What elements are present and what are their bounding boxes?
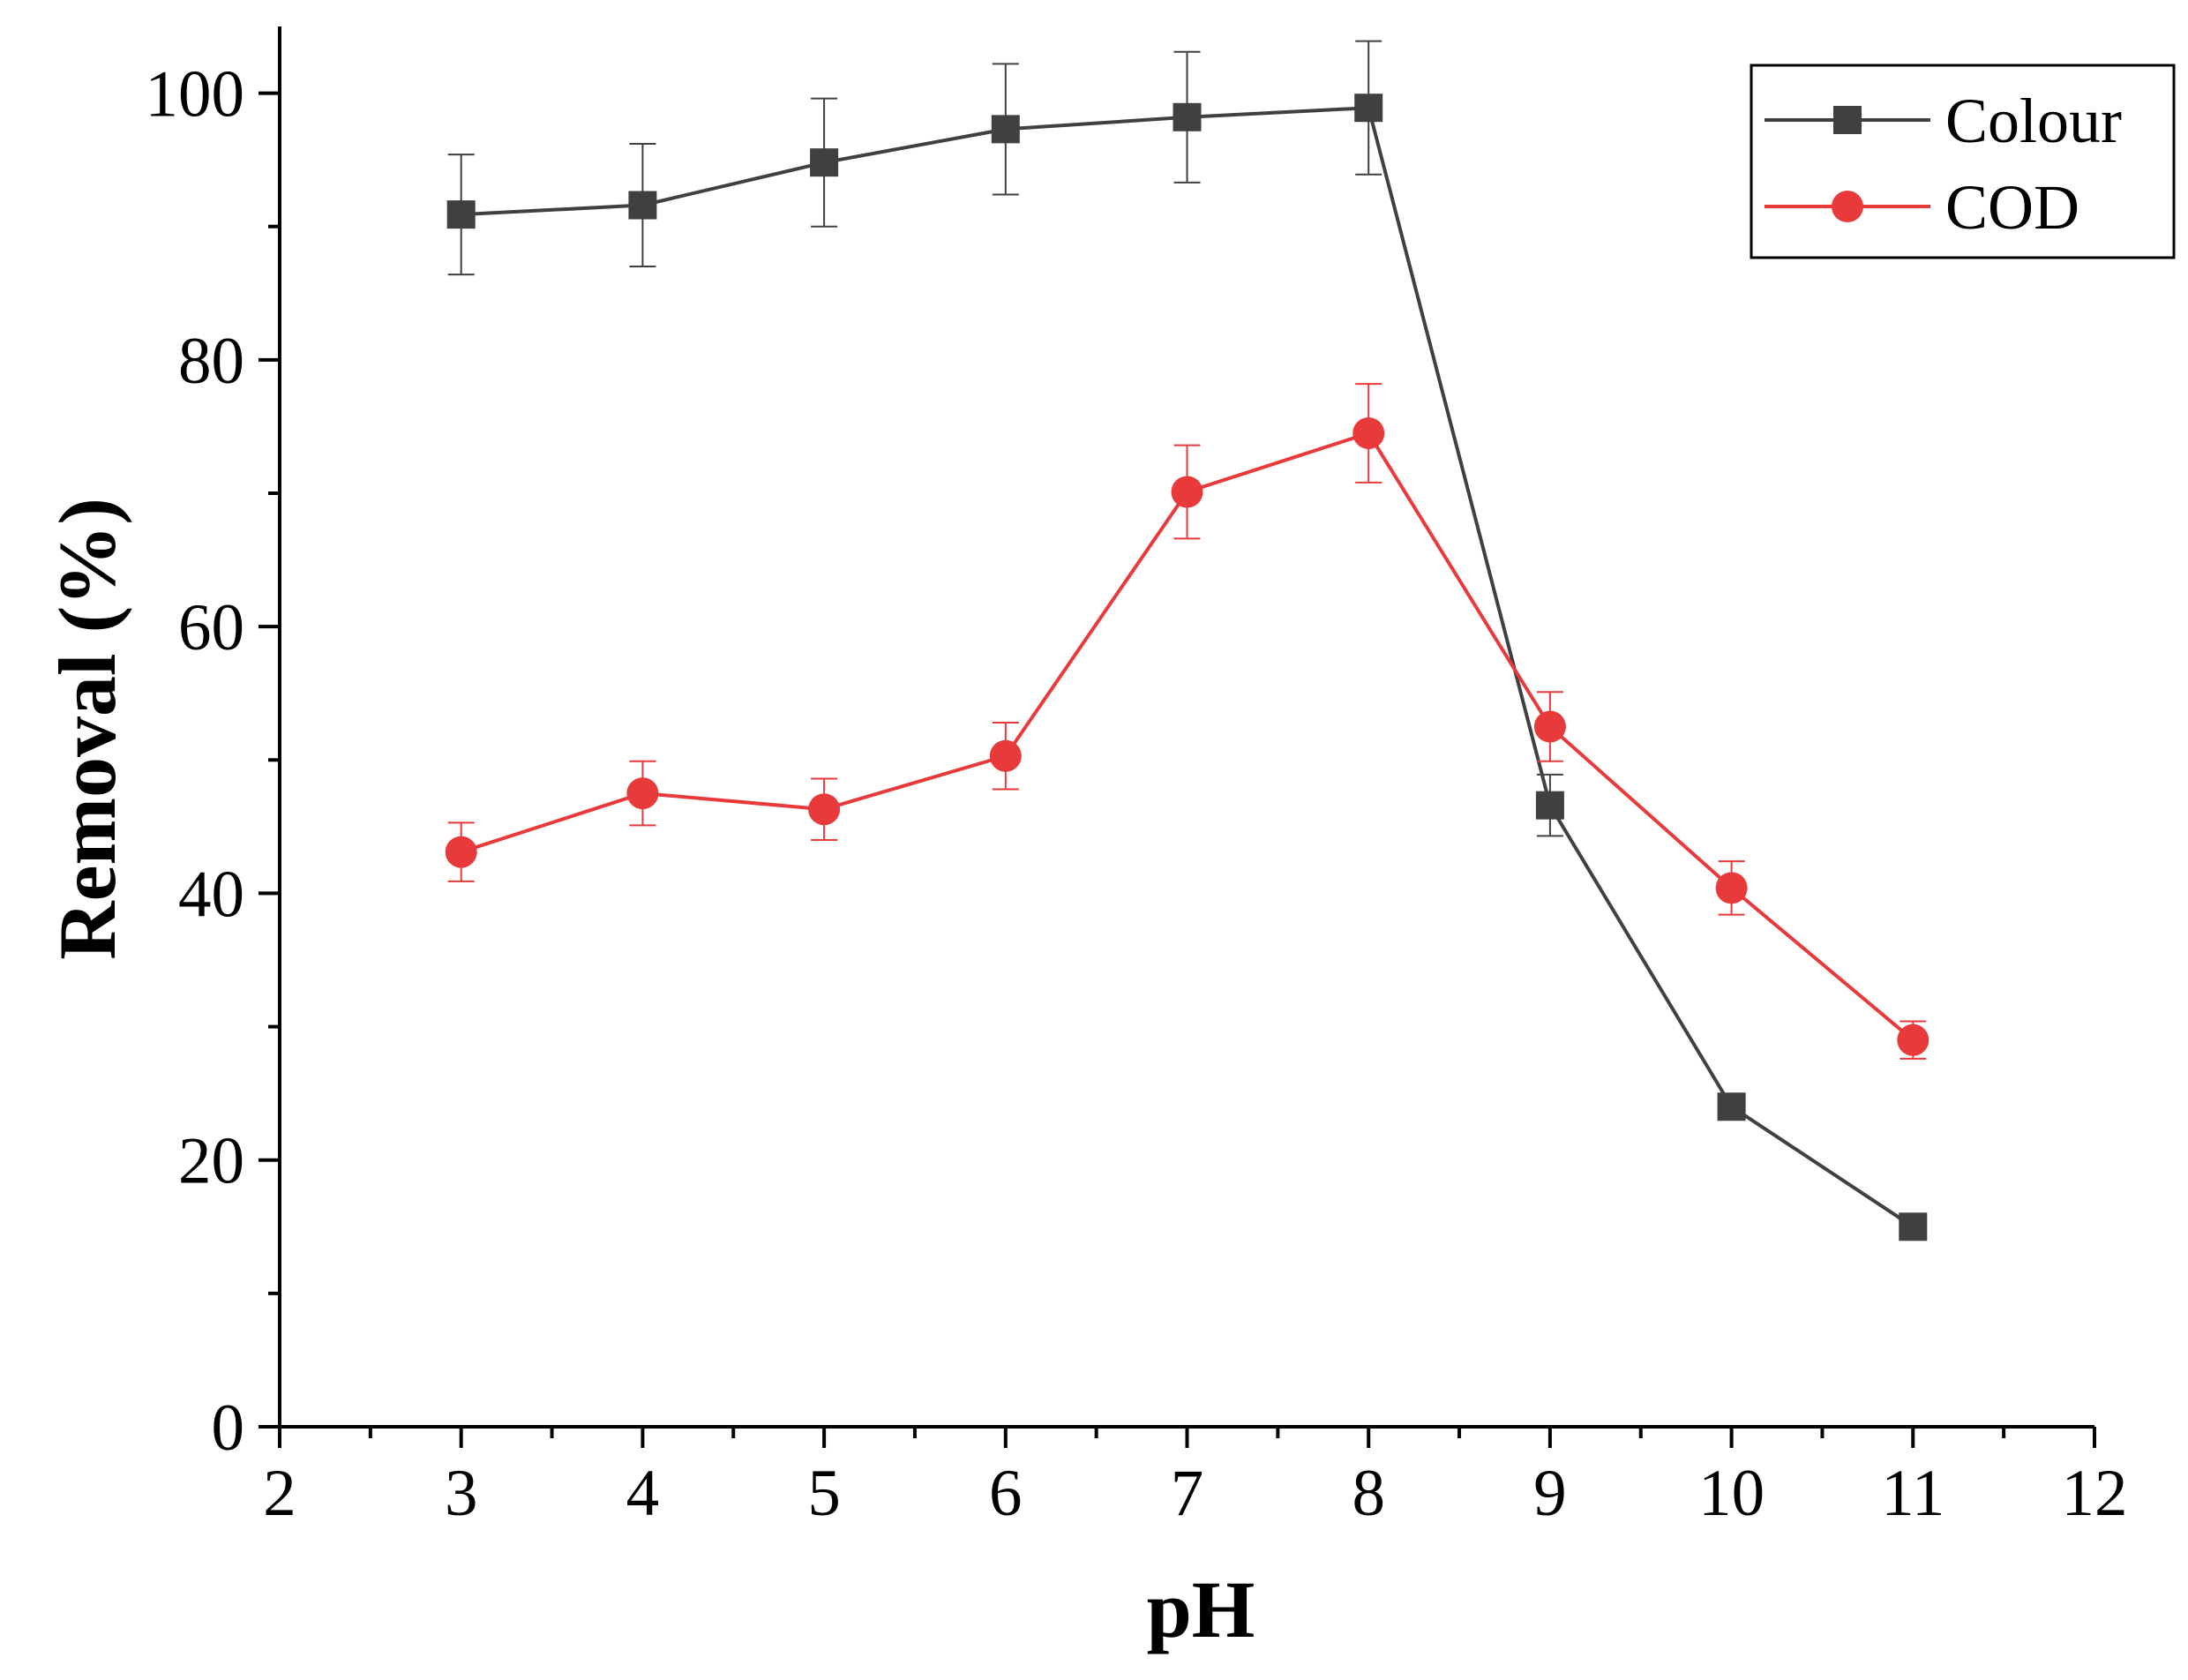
y-axis-ticks: 0 20 40 60 80 100 bbox=[146, 58, 280, 1465]
legend: Colour COD bbox=[1750, 64, 2176, 259]
legend-marker-cod bbox=[1832, 191, 1863, 222]
data-point-cod bbox=[989, 739, 1022, 772]
x-tick-label: 7 bbox=[1171, 1457, 1204, 1530]
x-tick-label: 8 bbox=[1352, 1457, 1385, 1530]
data-point-cod bbox=[808, 793, 841, 826]
x-tick-label: 6 bbox=[989, 1457, 1023, 1530]
data-point-cod bbox=[445, 836, 477, 868]
y-tick-label: 100 bbox=[146, 58, 245, 131]
data-point-cod bbox=[1533, 710, 1566, 743]
y-tick-label: 20 bbox=[178, 1125, 244, 1198]
legend-marker-colour bbox=[1833, 106, 1862, 134]
data-point-cod bbox=[1715, 872, 1748, 904]
data-point-colour bbox=[1173, 102, 1202, 131]
x-tick-label: 12 bbox=[2062, 1457, 2128, 1530]
y-tick-label: 40 bbox=[178, 858, 244, 931]
series-cod bbox=[445, 383, 1929, 1060]
x-tick-label: 2 bbox=[263, 1457, 296, 1530]
data-point-cod bbox=[1171, 476, 1203, 508]
x-tick-label: 4 bbox=[626, 1457, 660, 1530]
x-tick-label: 10 bbox=[1698, 1457, 1765, 1530]
data-point-colour bbox=[1899, 1212, 1928, 1241]
legend-item-colour: Colour bbox=[1765, 86, 2122, 156]
data-point-colour bbox=[628, 191, 657, 220]
x-tick-label: 9 bbox=[1533, 1457, 1567, 1530]
data-point-colour bbox=[1717, 1092, 1746, 1121]
legend-item-cod: COD bbox=[1765, 172, 2079, 243]
data-point-cod bbox=[1897, 1024, 1929, 1056]
x-axis-title: pH bbox=[1147, 1564, 1255, 1654]
plot-area bbox=[445, 40, 1929, 1241]
data-point-colour bbox=[991, 115, 1020, 144]
series-colour bbox=[446, 40, 1928, 1241]
x-tick-label: 11 bbox=[1881, 1457, 1944, 1530]
series-line-colour bbox=[461, 106, 1914, 1228]
y-tick-label: 60 bbox=[178, 591, 244, 664]
y-axis-title: Removal (%) bbox=[42, 498, 132, 960]
y-tick-label: 0 bbox=[212, 1391, 245, 1465]
data-point-colour bbox=[1354, 94, 1383, 123]
data-point-cod bbox=[1353, 416, 1385, 449]
legend-box bbox=[1750, 64, 2176, 259]
data-point-cod bbox=[626, 777, 659, 810]
legend-label-cod: COD bbox=[1945, 172, 2079, 243]
x-axis-ticks: 2 3 4 5 6 7 8 9 10 11 12 bbox=[263, 1427, 2128, 1530]
data-point-colour bbox=[810, 148, 839, 177]
x-tick-label: 5 bbox=[807, 1457, 841, 1530]
y-tick-label: 80 bbox=[178, 325, 244, 398]
data-point-colour bbox=[446, 200, 476, 229]
x-tick-label: 3 bbox=[445, 1457, 478, 1530]
legend-label-colour: Colour bbox=[1945, 86, 2122, 156]
data-point-colour bbox=[1535, 791, 1564, 820]
